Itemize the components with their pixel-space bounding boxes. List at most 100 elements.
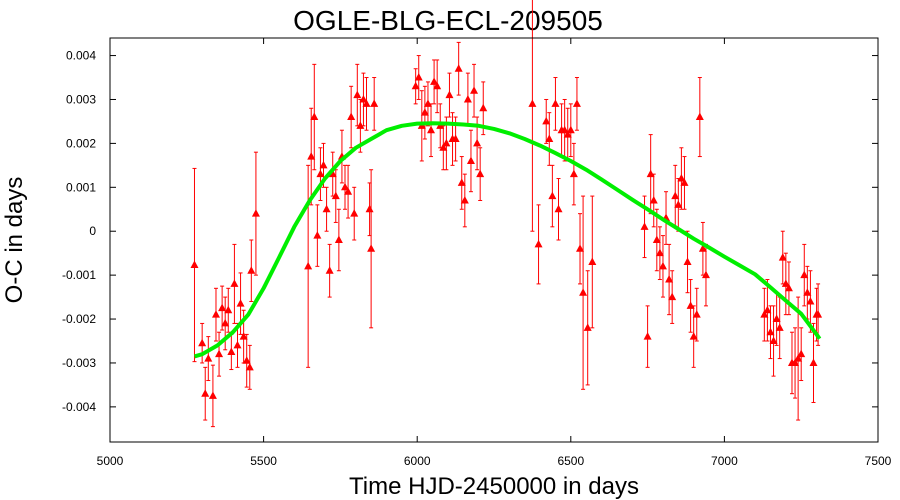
- triangle-marker: [242, 356, 251, 364]
- triangle-marker: [218, 303, 227, 312]
- triangle-marker: [208, 391, 217, 399]
- triangle-marker: [806, 296, 815, 305]
- triangle-marker: [665, 275, 674, 283]
- data-point: [439, 125, 448, 171]
- data-point: [542, 98, 551, 144]
- y-tick-label: -0.001: [62, 268, 96, 282]
- triangle-marker: [356, 121, 365, 129]
- triangle-marker: [643, 332, 652, 340]
- plot-area: [190, 0, 823, 428]
- x-tick-label: 5500: [250, 454, 277, 468]
- data-point: [806, 270, 815, 333]
- triangle-marker: [569, 169, 578, 178]
- triangle-marker: [251, 209, 260, 217]
- data-point: [781, 252, 790, 316]
- triangle-marker: [649, 195, 658, 204]
- data-point: [566, 103, 575, 158]
- triangle-marker: [794, 354, 803, 362]
- triangle-marker: [460, 195, 469, 204]
- y-tick-label: 0: [89, 224, 96, 238]
- data-point: [583, 270, 592, 386]
- triangle-marker: [451, 134, 460, 142]
- data-point: [347, 85, 356, 149]
- data-point: [569, 142, 578, 206]
- triangle-marker: [548, 191, 557, 200]
- triangle-marker: [362, 99, 371, 107]
- triangle-marker: [433, 81, 442, 90]
- data-point: [665, 243, 674, 316]
- triangle-marker: [784, 283, 793, 292]
- triangle-marker: [353, 90, 362, 99]
- data-point: [457, 156, 466, 210]
- triangle-marker: [701, 270, 710, 279]
- data-point: [572, 77, 581, 131]
- data-point: [201, 366, 210, 421]
- triangle-marker: [588, 257, 597, 265]
- triangle-marker: [204, 354, 213, 362]
- data-point: [579, 195, 588, 390]
- data-point: [576, 213, 585, 285]
- triangle-marker: [572, 99, 581, 107]
- data-point: [692, 287, 701, 342]
- x-tick-label: 5000: [97, 454, 124, 468]
- triangle-marker: [473, 138, 482, 147]
- data-point: [652, 208, 661, 272]
- data-point: [251, 151, 260, 276]
- data-point: [545, 112, 554, 166]
- triangle-marker: [778, 253, 787, 261]
- triangle-marker: [542, 116, 551, 125]
- triangle-marker: [680, 178, 689, 186]
- y-tick-label: -0.003: [62, 356, 96, 370]
- triangle-marker: [695, 112, 704, 121]
- triangle-marker: [560, 125, 569, 134]
- triangle-marker: [190, 260, 199, 269]
- data-point: [208, 364, 217, 428]
- triangle-marker: [367, 244, 376, 252]
- data-point: [224, 287, 233, 333]
- triangle-marker: [247, 266, 256, 274]
- triangle-marker: [534, 239, 543, 248]
- triangle-marker: [760, 310, 769, 318]
- triangle-marker: [766, 327, 775, 336]
- data-point: [433, 59, 442, 114]
- data-point: [809, 322, 818, 403]
- triangle-marker: [304, 261, 313, 270]
- data-point: [460, 173, 469, 228]
- triangle-marker: [423, 99, 432, 107]
- data-point: [643, 305, 652, 368]
- data-point: [698, 221, 707, 276]
- data-point: [245, 344, 254, 390]
- triangle-marker: [551, 99, 560, 107]
- triangle-marker: [239, 332, 248, 340]
- triangle-marker: [775, 323, 784, 331]
- data-point: [649, 173, 658, 228]
- triangle-marker: [221, 318, 230, 327]
- data-point: [411, 68, 420, 105]
- triangle-marker: [686, 301, 695, 309]
- triangle-marker: [674, 200, 683, 208]
- triangle-marker: [652, 235, 661, 243]
- data-point: [218, 285, 227, 331]
- triangle-marker: [420, 108, 429, 116]
- data-point: [344, 164, 353, 219]
- triangle-marker: [414, 73, 423, 81]
- triangle-marker: [457, 178, 466, 186]
- triangle-marker: [476, 169, 485, 178]
- triangle-marker: [370, 99, 379, 107]
- data-point: [370, 77, 379, 131]
- triangle-marker: [411, 81, 420, 90]
- data-point: [791, 327, 800, 399]
- triangle-marker: [683, 257, 692, 265]
- triangle-marker: [545, 134, 554, 142]
- triangle-marker: [470, 86, 479, 94]
- data-point: [215, 331, 224, 377]
- data-point: [763, 279, 772, 342]
- data-point: [247, 239, 256, 302]
- data-point: [551, 77, 560, 131]
- triangle-marker: [325, 266, 334, 274]
- triangle-marker: [224, 305, 233, 314]
- triangle-marker: [803, 288, 812, 296]
- data-point: [310, 63, 319, 171]
- triangle-marker: [341, 182, 350, 191]
- fit-curve: [193, 121, 822, 359]
